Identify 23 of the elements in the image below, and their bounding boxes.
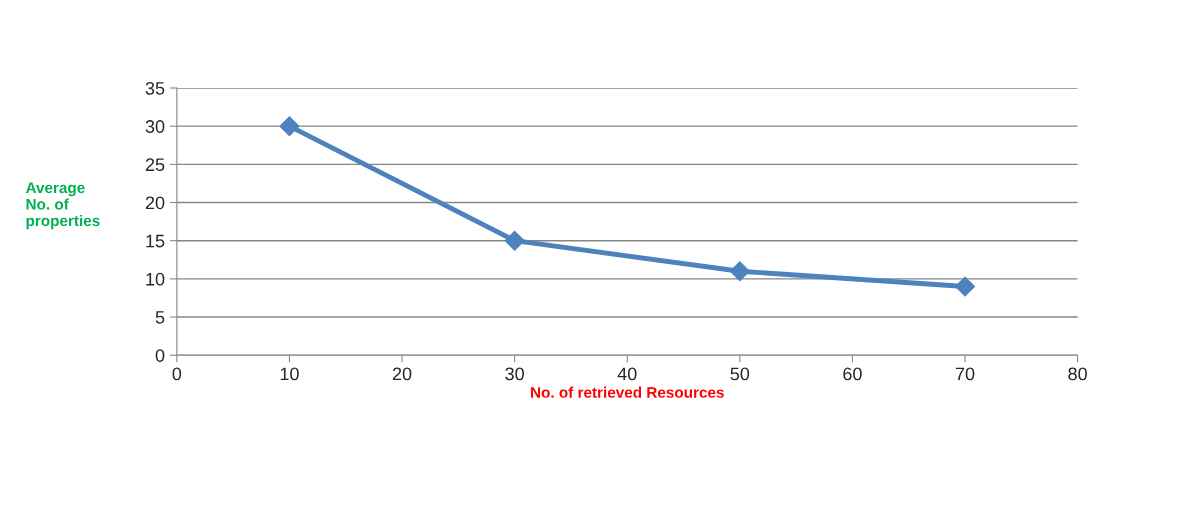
point [504, 230, 525, 251]
x-tick-label: 10 [280, 367, 299, 381]
y-tick-label: 30 [145, 120, 165, 133]
x-tick-label: 80 [1068, 367, 1087, 381]
y-tick-label: 5 [155, 311, 165, 324]
x-tick-label: 30 [505, 367, 524, 381]
y-tick-label: 25 [145, 158, 165, 172]
x-tick-label: 20 [392, 367, 412, 381]
x-tick-label: 40 [617, 367, 637, 381]
x-tick-label: 60 [843, 367, 862, 381]
y-tick-label: 15 [146, 234, 165, 248]
point [279, 115, 300, 137]
x-axis-title: No. of retrieved Resources [531, 386, 724, 398]
point [729, 260, 751, 282]
y-tick-label: 10 [146, 272, 165, 286]
x-tick-label: 0 [172, 367, 182, 381]
y-tick-label: 35 [145, 81, 165, 95]
point [954, 276, 976, 297]
x-tick-label: 50 [730, 367, 750, 381]
x-tick-label: 70 [955, 367, 975, 381]
y-axis-title: Average No. of properties [25, 182, 100, 230]
y-tick-label: 20 [145, 196, 165, 210]
y-tick-label: 0 [155, 349, 165, 362]
